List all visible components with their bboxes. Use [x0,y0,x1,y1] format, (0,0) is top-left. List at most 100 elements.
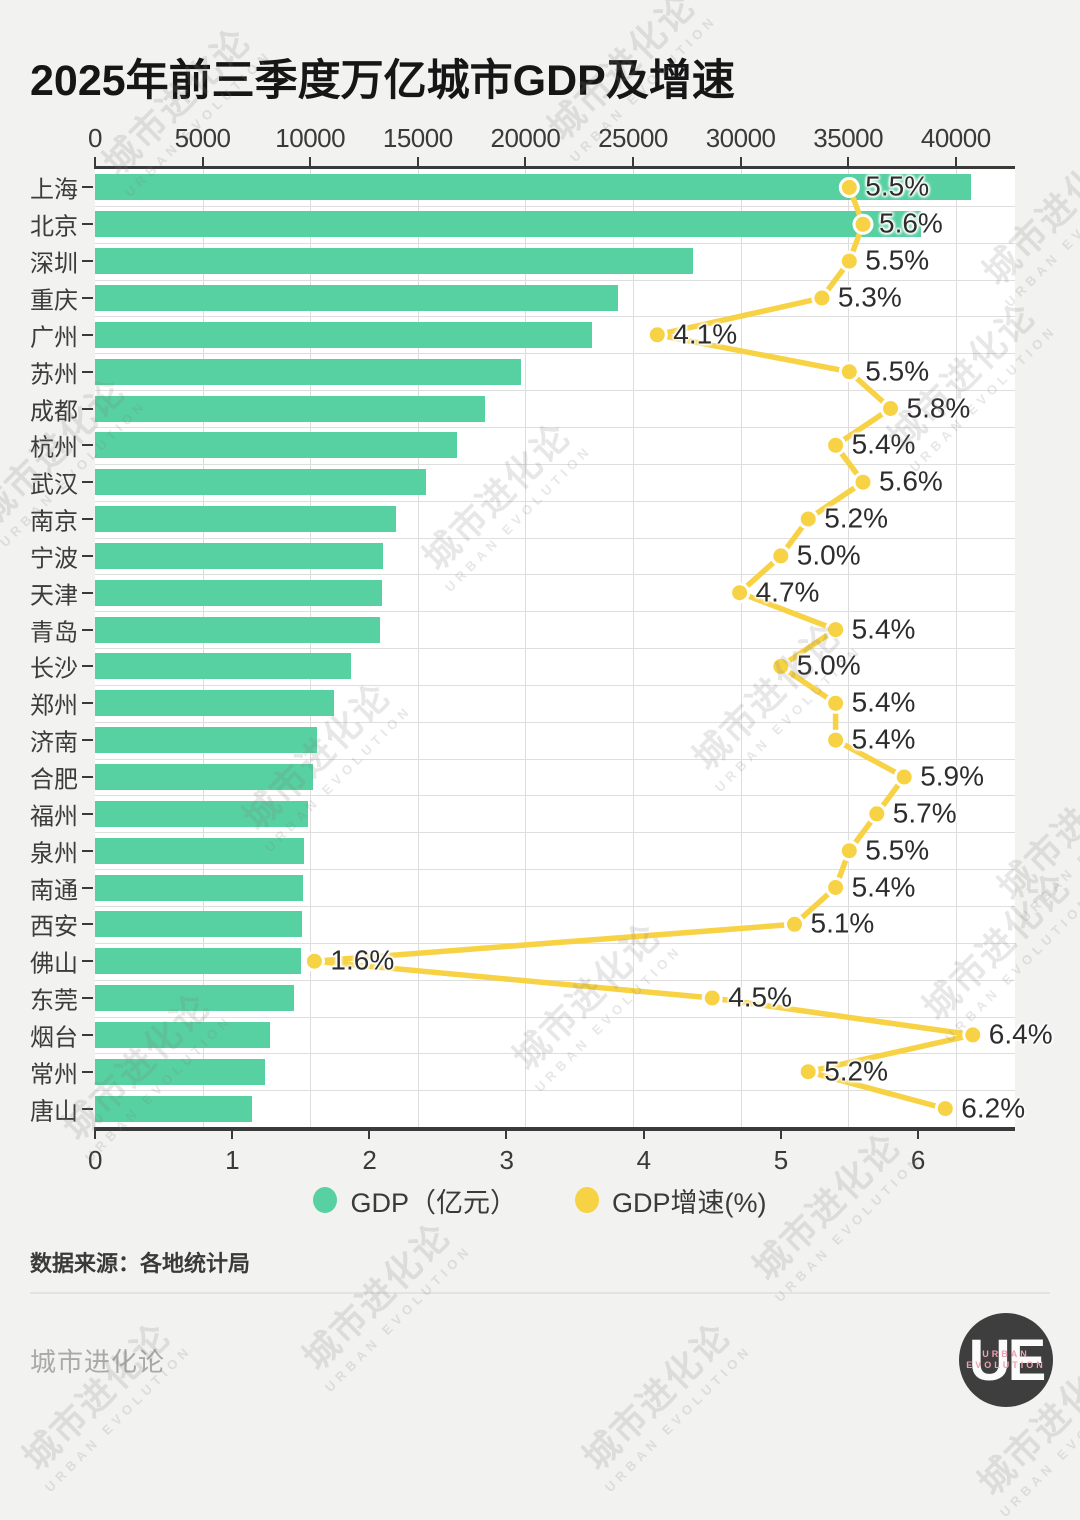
growth-value-label: 5.0% [796,649,861,681]
growth-point [646,324,668,346]
gridline [95,500,1015,502]
growth-point [852,213,874,235]
category-tick [82,665,93,668]
growth-value-label: 6.4% [988,1018,1053,1050]
bottom-axis-label: 2 [362,1145,377,1175]
city-label: 北京 [30,213,78,241]
gridline [95,721,1015,723]
gridline [95,979,1015,981]
city-label: 深圳 [30,250,78,278]
city-label: 广州 [30,324,78,352]
gdp-bar [95,653,352,680]
growth-point [893,766,915,788]
bottom-axis-label: 3 [499,1145,514,1175]
growth-value-label: 5.4% [851,428,916,460]
top-axis-label: 30000 [705,123,776,153]
growth-point [811,287,833,309]
growth-value-label: 5.4% [851,723,916,755]
top-axis-label: 15000 [382,123,453,153]
bottom-axis-label: 6 [910,1145,925,1175]
category-tick [82,444,93,447]
city-label: 上海 [30,176,78,204]
top-axis-tick [94,157,96,169]
gridline [95,574,1015,576]
growth-value-label: 1.6% [330,944,395,976]
gridline [95,758,1015,760]
gdp-bar [95,248,694,275]
gdp-bar [95,469,427,496]
gdp-bar [95,211,922,238]
bottom-axis-tick [94,1127,96,1139]
growth-point [770,545,792,567]
growth-value-label: 5.5% [865,170,930,202]
legend-label-growth: GDP增速(%) [612,1187,767,1218]
growth-value-label: 5.4% [851,686,916,718]
category-tick [82,296,93,299]
gdp-bar [95,1095,253,1122]
city-label: 合肥 [30,766,78,794]
legend-label-gdp: GDP（亿元） [350,1187,517,1218]
category-tick [82,997,93,1000]
city-label: 济南 [30,729,78,757]
growth-value-label: 4.5% [728,981,793,1013]
city-label: 杭州 [30,434,78,462]
growth-line [311,184,976,1112]
growth-value-label: 5.5% [865,834,930,866]
category-tick [82,223,93,226]
bottom-axis-label: 0 [88,1145,102,1175]
gridline [95,648,1015,649]
urban-evolution-logo-icon: UE URBAN EVOLUTION [959,1313,1053,1407]
gridline [95,1016,1015,1018]
gridline [95,279,1015,281]
growth-point [962,1024,984,1046]
growth-point [838,176,860,198]
category-tick [82,960,93,963]
gridline [95,832,1015,834]
category-tick [82,1033,93,1036]
category-tick [82,518,93,521]
city-label: 南通 [30,877,78,904]
gridline [95,205,1015,207]
growth-line-layer [303,176,984,1120]
category-tick [82,370,93,373]
gridline [95,426,1015,428]
legend-item-growth: GDP增速(%) [575,1181,767,1220]
growth-point [825,619,847,641]
chart-legend: GDP（亿元） GDP增速(%) [0,1178,1080,1222]
city-label: 武汉 [30,471,78,499]
logo-subtext-line2: EVOLUTION [966,1360,1046,1370]
growth-value-label: 5.0% [796,539,861,571]
gridline [95,1053,1015,1055]
growth-point [866,803,888,825]
growth-value-label: 5.8% [906,391,971,423]
bottom-axis-label: 1 [225,1145,240,1175]
growth-value-label: 4.7% [755,576,820,608]
city-label: 佛山 [30,950,78,978]
city-label: 郑州 [30,692,78,720]
gdp-bar [95,837,304,864]
gridline [95,390,1015,392]
growth-value-label: 5.2% [824,1055,889,1087]
category-tick [82,591,93,594]
city-label: 烟台 [30,1024,78,1052]
gdp-bar [95,948,301,975]
brand-name: 城市进化论 [30,1347,166,1377]
city-label: 常州 [30,1061,78,1089]
growth-point [797,508,819,530]
logo-monogram: UE [968,1327,1047,1393]
gdp-bar [95,174,971,201]
category-tick [82,775,93,778]
growth-value-label: 5.3% [837,281,902,313]
gdp-bar [95,358,522,385]
top-axis-tick [954,157,957,169]
city-label: 成都 [30,398,78,425]
growth-point [303,950,325,972]
city-label: 苏州 [30,361,78,389]
city-label: 唐山 [30,1098,78,1126]
top-axis-tick [201,157,204,169]
city-label: 天津 [30,582,78,610]
gridline [95,795,1015,797]
gdp-bar [95,800,308,827]
gdp-bar [95,690,334,717]
bottom-axis-tick [368,1127,371,1139]
